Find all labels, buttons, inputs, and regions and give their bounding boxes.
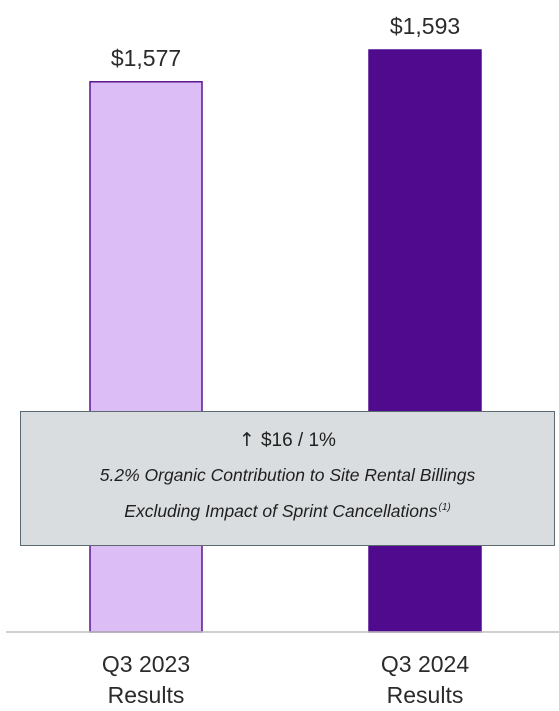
- callout-headline: $16 / 1%: [260, 430, 336, 451]
- bar-1: [89, 81, 203, 633]
- callout-headline-row: ↑ $16 / 1%: [21, 428, 554, 453]
- callout-line-1: 5.2% Organic Contribution to Site Rental…: [99, 465, 476, 485]
- callout-line-2-row: Excluding Impact of Sprint Cancellations…: [21, 497, 554, 522]
- labels-layer: $1,577 Q3 2023 Results $1,593 Q3 2024 Results: [102, 13, 469, 708]
- category-label-2-line-1: Q3 2024: [381, 651, 469, 677]
- category-label-1-line-1: Q3 2023: [102, 651, 190, 677]
- category-label-2-line-2: Results: [387, 682, 464, 708]
- value-label-2: $1,593: [390, 13, 460, 39]
- up-arrow-icon: ↑: [239, 429, 255, 451]
- callout-line-2: Excluding Impact of Sprint Cancellations: [124, 500, 438, 521]
- category-label-1-line-2: Results: [108, 682, 185, 708]
- value-label-1: $1,577: [111, 45, 181, 71]
- footnote-marker: (1): [438, 502, 451, 513]
- callout-box: ↑ $16 / 1% 5.2% Organic Contribution to S…: [20, 411, 555, 546]
